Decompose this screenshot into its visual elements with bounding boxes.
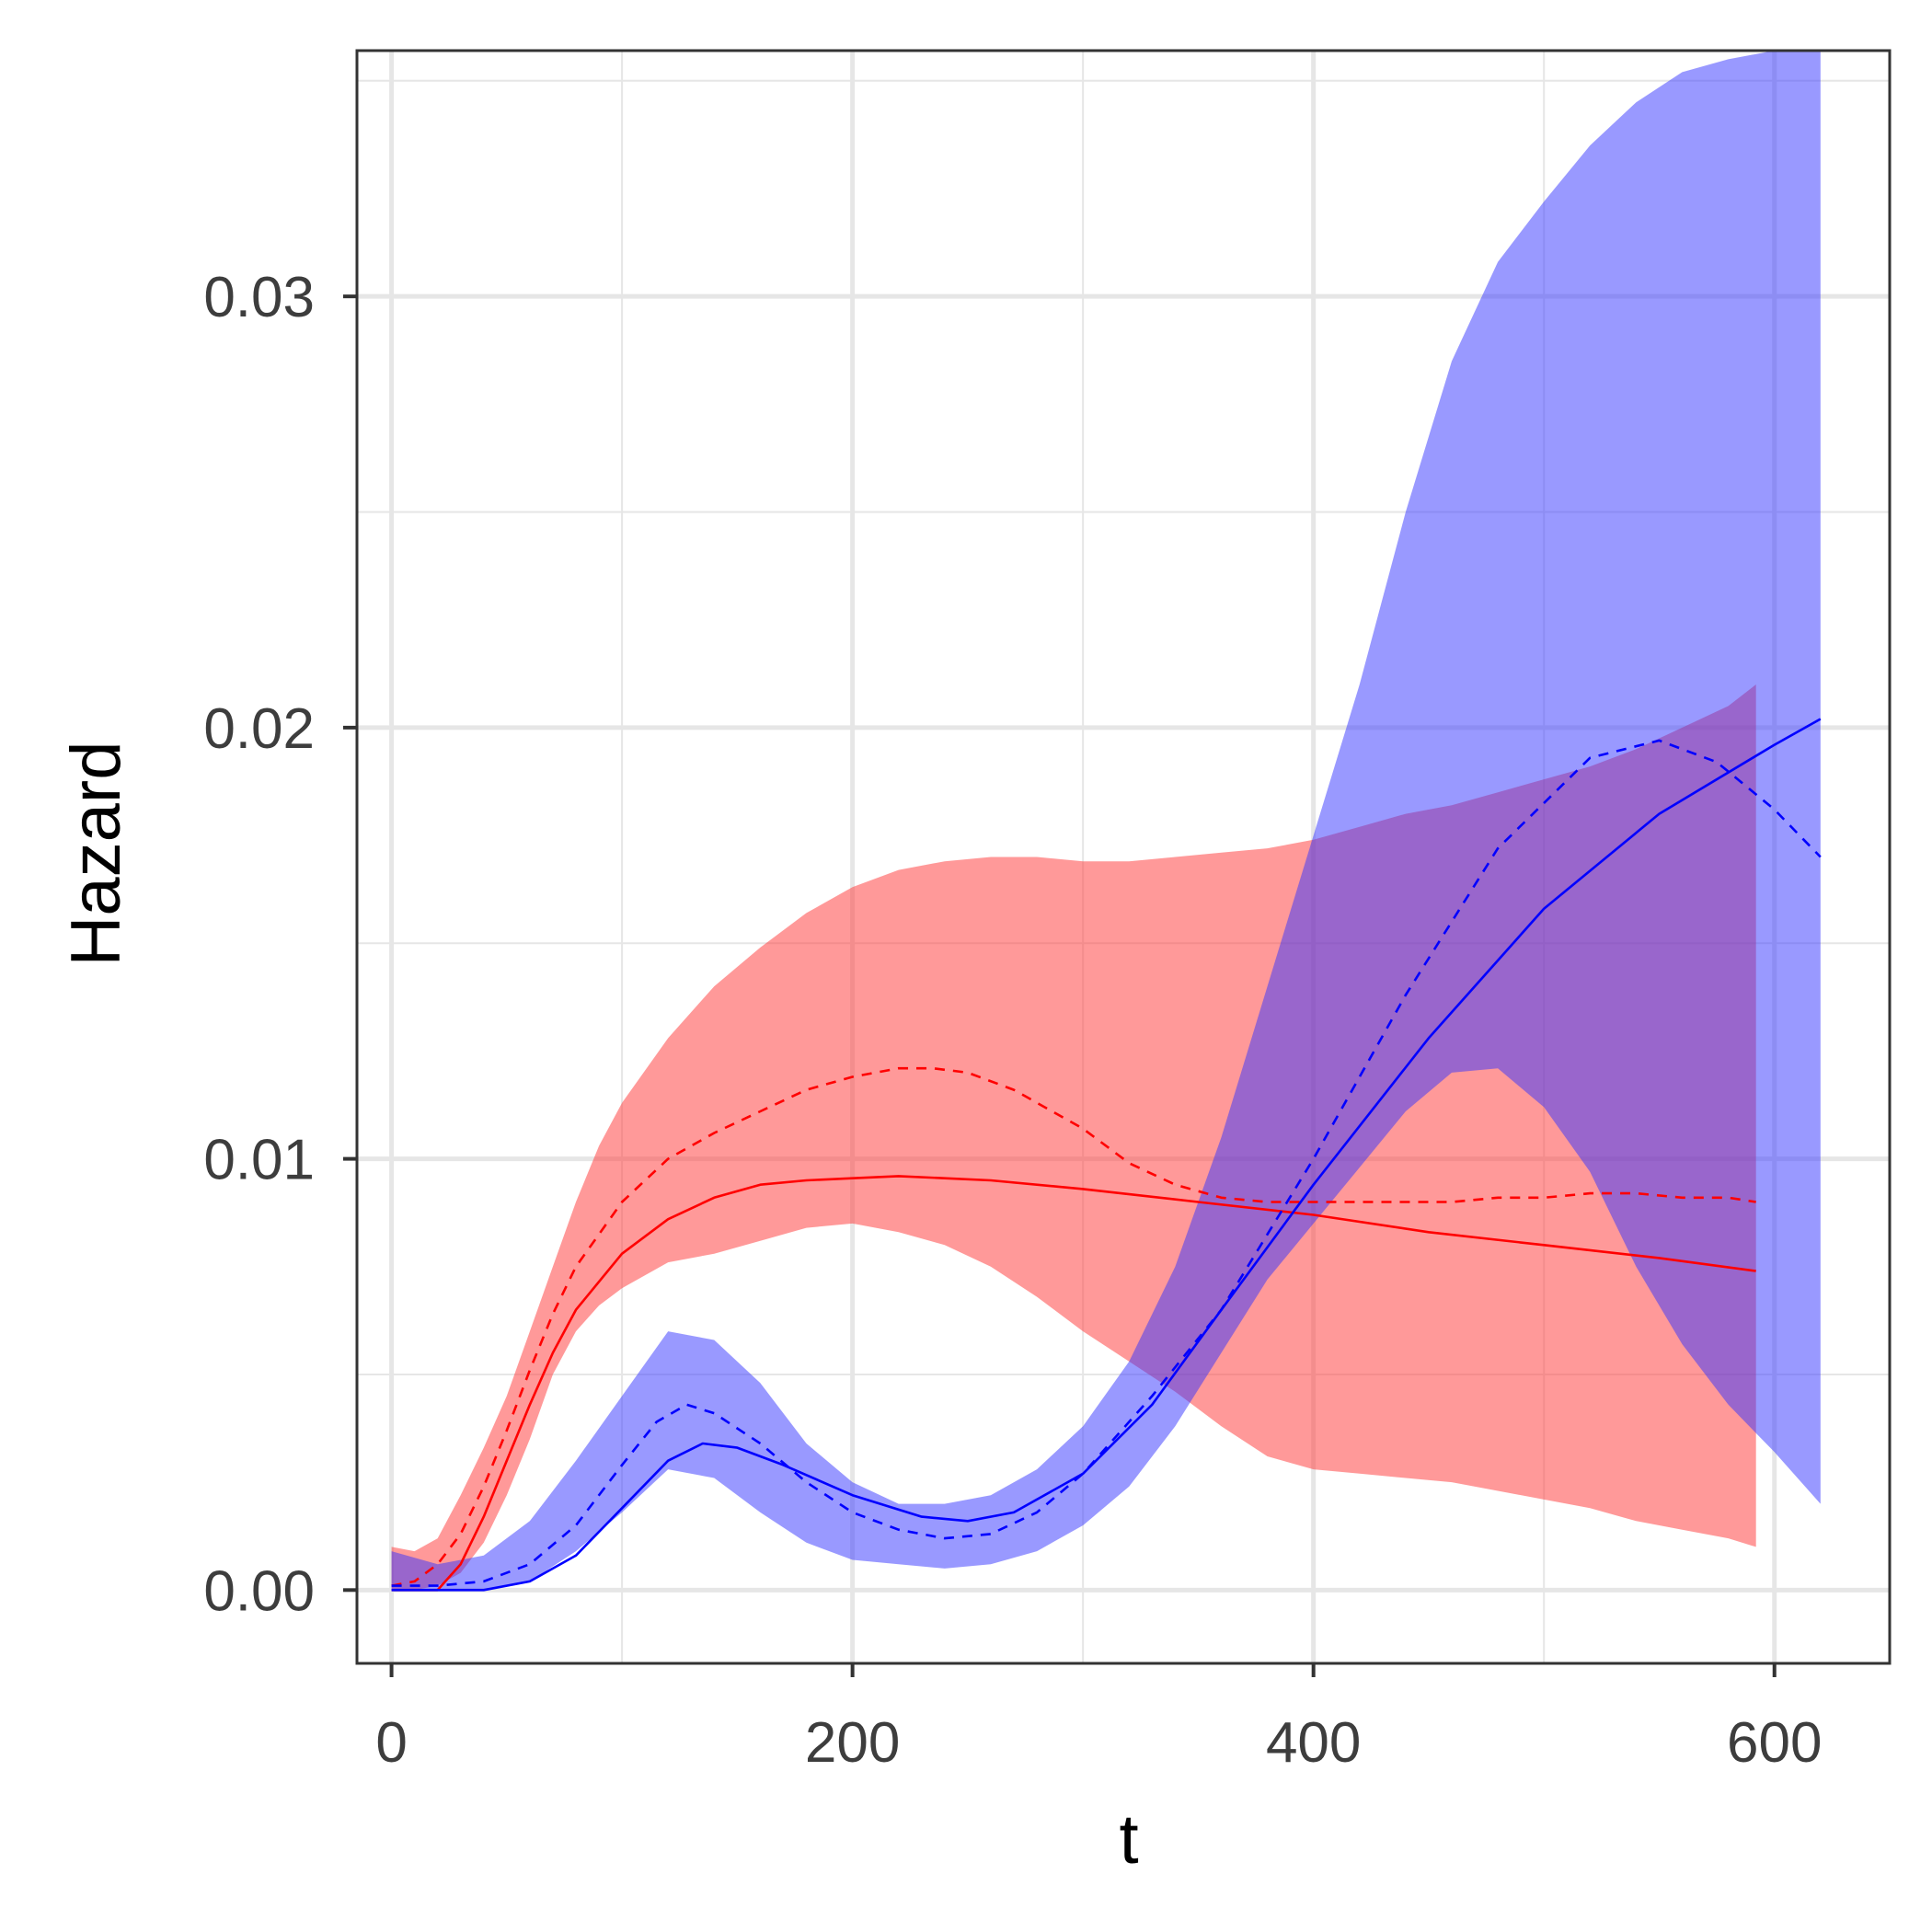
y-axis-title: Hazard <box>57 742 135 967</box>
x-tick-label: 600 <box>1727 1711 1822 1775</box>
y-tick-label: 0.01 <box>203 1129 315 1192</box>
axis-ticks <box>343 294 1777 1677</box>
red-solid-line <box>391 1175 1756 1592</box>
blue-dashed-line <box>391 739 1822 1587</box>
red-dashed-line <box>391 1066 1756 1587</box>
x-tick-label: 0 <box>375 1711 407 1775</box>
blue-solid-line <box>391 718 1822 1592</box>
series-lines <box>391 718 1822 1592</box>
x-tick-label: 400 <box>1266 1711 1361 1775</box>
panel-border <box>355 49 1892 1665</box>
confidence-bands <box>391 51 1821 1591</box>
y-tick-label: 0.03 <box>203 266 315 329</box>
y-tick-label: 0.00 <box>203 1559 315 1623</box>
y-tick-label: 0.02 <box>203 697 315 761</box>
axis-tick-labels: 0 200 400 600 0.00 0.01 0.02 0.03 <box>203 266 1822 1775</box>
x-axis-title: t <box>1119 1800 1138 1879</box>
blue-confidence-band <box>391 51 1821 1591</box>
x-tick-label: 200 <box>805 1711 900 1775</box>
